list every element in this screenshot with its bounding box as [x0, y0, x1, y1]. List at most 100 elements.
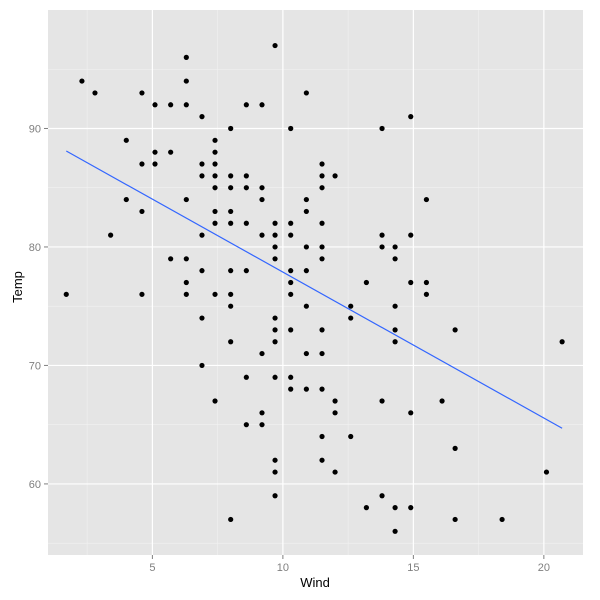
data-point — [303, 303, 309, 309]
data-point — [199, 315, 205, 321]
data-point — [272, 469, 278, 475]
data-point — [228, 291, 234, 297]
data-point — [228, 185, 234, 191]
data-point — [243, 374, 249, 380]
data-point — [272, 220, 278, 226]
data-points — [63, 42, 565, 534]
data-point — [272, 256, 278, 262]
data-point — [348, 303, 354, 309]
data-point — [332, 469, 338, 475]
data-point — [319, 161, 325, 167]
y-tick-label: 60 — [29, 479, 41, 491]
data-point — [183, 279, 189, 286]
data-point — [348, 433, 354, 440]
data-point — [63, 291, 69, 297]
data-point — [319, 185, 325, 191]
data-point — [379, 232, 385, 238]
data-point — [212, 149, 218, 155]
data-point — [259, 422, 265, 428]
data-point — [319, 220, 325, 226]
x-tick-label: 5 — [149, 562, 155, 574]
data-point — [303, 90, 309, 96]
data-point — [332, 173, 338, 179]
data-point — [259, 232, 265, 238]
data-point — [183, 291, 189, 297]
data-point — [303, 350, 309, 357]
data-point — [319, 327, 325, 333]
data-point — [392, 339, 398, 345]
data-point — [439, 398, 445, 404]
data-point — [152, 149, 158, 155]
data-point — [259, 185, 265, 191]
data-point — [259, 196, 265, 203]
data-point — [212, 208, 218, 215]
data-point — [288, 220, 294, 226]
data-point — [319, 256, 325, 262]
data-point — [139, 291, 145, 297]
y-tick-label: 70 — [29, 360, 41, 372]
data-point — [228, 516, 234, 523]
data-point — [123, 137, 129, 143]
data-point — [288, 386, 294, 392]
data-point — [392, 244, 398, 250]
data-point — [183, 54, 189, 60]
data-point — [199, 114, 205, 120]
data-point — [319, 244, 325, 250]
data-point — [303, 268, 309, 274]
data-point — [272, 315, 278, 321]
y-tick-label: 80 — [29, 242, 41, 254]
data-point — [199, 173, 205, 179]
data-point — [452, 445, 458, 451]
data-point — [408, 410, 414, 416]
data-point — [392, 303, 398, 309]
data-point — [288, 327, 294, 333]
data-point — [559, 339, 565, 345]
data-point — [408, 505, 414, 511]
data-point — [332, 398, 338, 404]
data-point — [139, 90, 145, 96]
data-point — [379, 244, 385, 250]
data-point — [79, 78, 85, 84]
data-point — [272, 339, 278, 345]
data-point — [152, 102, 158, 108]
fit-line — [65, 150, 563, 429]
data-point — [392, 528, 398, 534]
data-point — [212, 398, 218, 404]
data-point — [92, 90, 98, 96]
data-point — [288, 279, 294, 286]
x-axis-ticks: 5 10 15 20 — [149, 555, 550, 574]
data-point — [212, 220, 218, 226]
y-tick-label: 90 — [29, 123, 41, 135]
data-point — [288, 125, 294, 132]
data-point — [228, 220, 234, 226]
data-point — [272, 232, 278, 238]
data-point — [228, 208, 234, 215]
x-tick-label: 10 — [277, 562, 289, 574]
data-point — [332, 410, 338, 416]
data-point — [259, 410, 265, 416]
data-point — [212, 185, 218, 191]
data-point — [183, 196, 189, 203]
data-point — [499, 516, 505, 523]
data-point — [139, 208, 145, 215]
data-point — [228, 303, 234, 309]
data-point — [379, 125, 385, 132]
data-point — [183, 256, 189, 262]
plot-panel — [48, 10, 583, 555]
data-point — [272, 374, 278, 380]
y-axis-ticks: 60 70 80 90 — [29, 123, 48, 491]
data-point — [319, 457, 325, 463]
data-point — [423, 291, 430, 297]
data-point — [228, 268, 234, 274]
data-point — [259, 350, 265, 357]
data-point — [212, 137, 218, 143]
data-point — [259, 102, 265, 108]
data-point — [379, 493, 385, 499]
data-point — [408, 114, 414, 120]
data-point — [199, 161, 205, 167]
y-axis-title: Temp — [10, 271, 25, 303]
data-point — [319, 173, 325, 179]
minor-gridlines — [48, 10, 583, 555]
data-point — [228, 173, 234, 179]
